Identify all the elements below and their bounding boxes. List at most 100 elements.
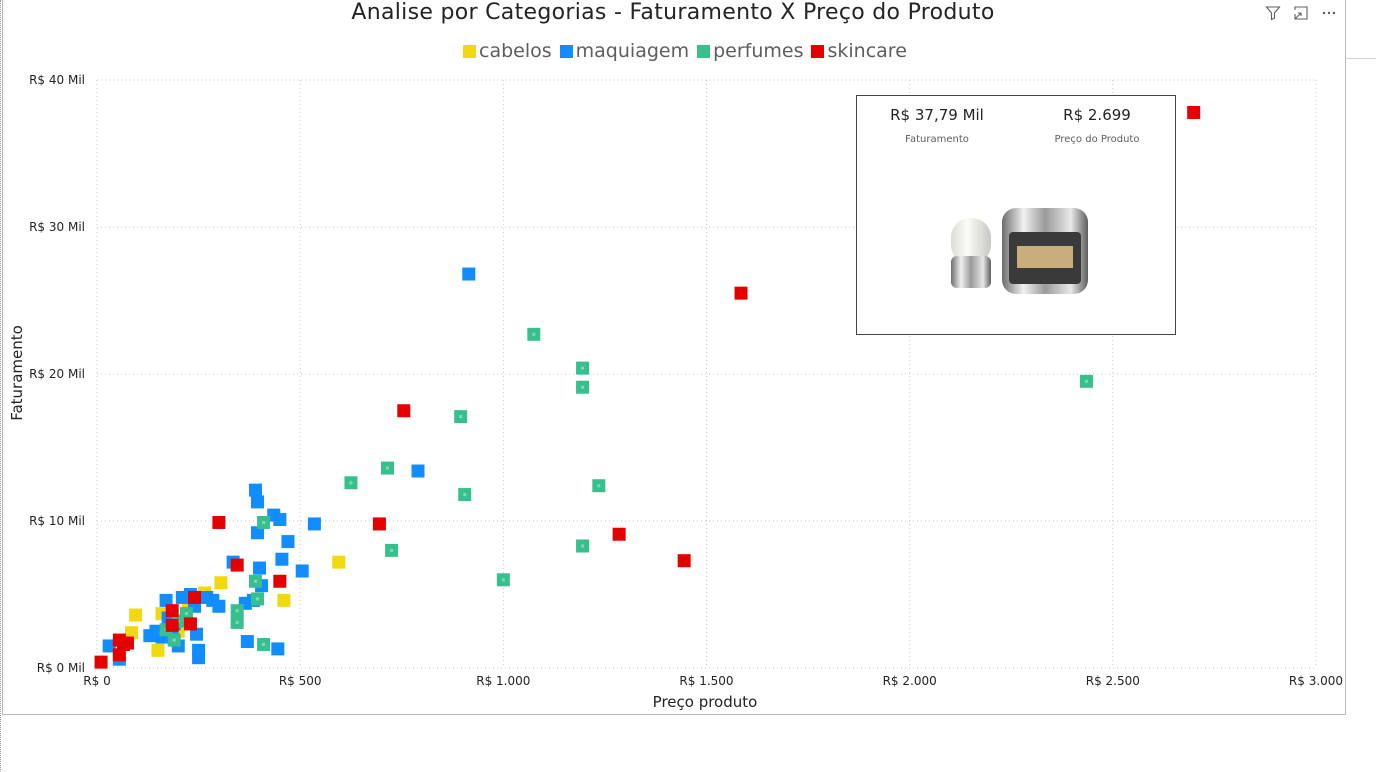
data-point-marker-center <box>459 415 463 419</box>
data-point-marker-center <box>581 366 585 370</box>
data-point-cabelos[interactable] <box>214 576 228 590</box>
data-point-marker-center <box>253 579 257 583</box>
x-tick-label: R$ 2.000 <box>883 674 937 688</box>
legend-item-maquiagem[interactable]: maquiagem <box>559 40 690 62</box>
data-point-maquiagem[interactable] <box>462 267 476 281</box>
data-point-marker-center <box>581 544 585 548</box>
data-point-maquiagem[interactable] <box>192 651 206 665</box>
data-point-maquiagem[interactable] <box>212 599 226 613</box>
data-point-marker-center <box>390 548 394 552</box>
data-point-skincare[interactable] <box>120 636 134 650</box>
data-point-maquiagem[interactable] <box>251 526 265 540</box>
data-point-maquiagem[interactable] <box>273 513 287 527</box>
data-point-marker-center <box>235 620 239 624</box>
data-point-maquiagem[interactable] <box>248 483 262 497</box>
legend-swatch <box>697 44 711 58</box>
data-point-maquiagem[interactable] <box>102 639 116 653</box>
x-tick-label: R$ 1.500 <box>679 674 733 688</box>
data-point-marker-center <box>349 481 353 485</box>
data-point-skincare[interactable] <box>372 517 386 531</box>
data-point-maquiagem[interactable] <box>275 552 289 566</box>
data-point-maquiagem[interactable] <box>307 517 321 531</box>
y-tick-label: R$ 0 Mil <box>37 661 85 675</box>
data-point-maquiagem[interactable] <box>159 593 173 607</box>
data-point-marker-center <box>501 578 505 582</box>
legend-item-cabelos[interactable]: cabelos <box>463 40 552 62</box>
legend-label: maquiagem <box>575 40 690 62</box>
y-tick-label: R$ 30 Mil <box>29 220 85 234</box>
data-point-marker-center <box>386 466 390 470</box>
data-point-skincare[interactable] <box>612 527 626 541</box>
data-point-marker-center <box>463 493 467 497</box>
data-point-marker-center <box>532 332 536 336</box>
y-axis-label: Faturamento <box>8 325 26 421</box>
tooltip-label-preco: Preço do Produto <box>1054 134 1140 145</box>
data-point-maquiagem[interactable] <box>240 635 254 649</box>
x-tick-label: R$ 3.000 <box>1289 674 1343 688</box>
data-point-maquiagem[interactable] <box>190 627 204 641</box>
x-axis-label: Preço produto <box>653 693 758 711</box>
chart-title: Analise por Categorias - Faturamento X P… <box>351 0 995 25</box>
data-point-skincare[interactable] <box>165 604 179 618</box>
data-point-marker-center <box>581 385 585 389</box>
data-point-cabelos[interactable] <box>277 593 291 607</box>
data-point-skincare[interactable] <box>165 618 179 632</box>
focus-mode-icon[interactable] <box>1292 4 1310 22</box>
data-point-cabelos[interactable] <box>151 643 165 657</box>
data-point-cabelos[interactable] <box>129 608 143 622</box>
legend-item-perfumes[interactable]: perfumes <box>697 40 803 62</box>
data-point-marker-center <box>172 638 176 642</box>
data-point-maquiagem[interactable] <box>281 535 295 549</box>
product-image <box>951 208 1088 294</box>
y-tick-label: R$ 10 Mil <box>29 514 85 528</box>
data-point-marker-center <box>262 520 266 524</box>
y-tick-label: R$ 40 Mil <box>29 73 85 87</box>
x-tick-label: R$ 1.000 <box>476 674 530 688</box>
tooltip-card: R$ 37,79 Mil Faturamento R$ 2.699 Preço … <box>856 95 1176 335</box>
data-point-marker-center <box>262 642 266 646</box>
data-point-skincare[interactable] <box>230 558 244 572</box>
legend-swatch <box>811 44 825 58</box>
legend-label: perfumes <box>713 40 804 62</box>
data-point-skincare[interactable] <box>273 574 287 588</box>
data-point-skincare[interactable] <box>94 655 108 669</box>
data-point-maquiagem[interactable] <box>253 561 267 575</box>
legend-swatch <box>559 44 573 58</box>
page-edge <box>0 0 2 772</box>
data-point-skincare[interactable] <box>188 590 202 604</box>
data-point-marker-center <box>235 609 239 613</box>
data-point-marker-center <box>256 597 260 601</box>
data-point-maquiagem[interactable] <box>295 564 309 578</box>
legend-label: skincare <box>827 40 907 62</box>
data-point-maquiagem[interactable] <box>271 642 285 656</box>
data-point-cabelos[interactable] <box>125 626 139 640</box>
tooltip-value-faturamento: R$ 37,79 Mil <box>890 106 984 124</box>
data-point-skincare[interactable] <box>397 404 411 418</box>
data-point-skincare[interactable] <box>212 515 226 529</box>
data-point-cabelos[interactable] <box>332 555 346 569</box>
legend[interactable]: cabelos maquiagem perfumes skincare <box>463 40 915 62</box>
data-point-maquiagem[interactable] <box>251 495 265 509</box>
data-point-marker-center <box>597 484 601 488</box>
x-tick-label: R$ 0 <box>83 674 110 688</box>
y-tick-label: R$ 20 Mil <box>29 367 85 381</box>
data-point-skincare[interactable] <box>183 617 197 631</box>
x-tick-label: R$ 2.500 <box>1086 674 1140 688</box>
data-point-marker-center <box>184 612 188 616</box>
data-point-skincare[interactable] <box>677 554 691 568</box>
legend-item-skincare[interactable]: skincare <box>811 40 907 62</box>
data-point-skincare[interactable] <box>734 286 748 300</box>
legend-swatch <box>463 44 476 58</box>
data-point-skincare[interactable] <box>1187 105 1201 119</box>
legend-label: cabelos <box>479 40 552 62</box>
data-point-maquiagem[interactable] <box>411 464 425 478</box>
x-tick-label: R$ 500 <box>279 674 322 688</box>
data-point-skincare[interactable] <box>112 648 126 662</box>
tooltip-label-faturamento: Faturamento <box>905 134 969 145</box>
tooltip-value-preco: R$ 2.699 <box>1063 106 1131 124</box>
filter-icon[interactable] <box>1264 4 1282 22</box>
data-point-marker-center <box>1084 379 1088 383</box>
visual-toolbar <box>1264 4 1338 22</box>
more-options-icon[interactable] <box>1320 4 1338 22</box>
